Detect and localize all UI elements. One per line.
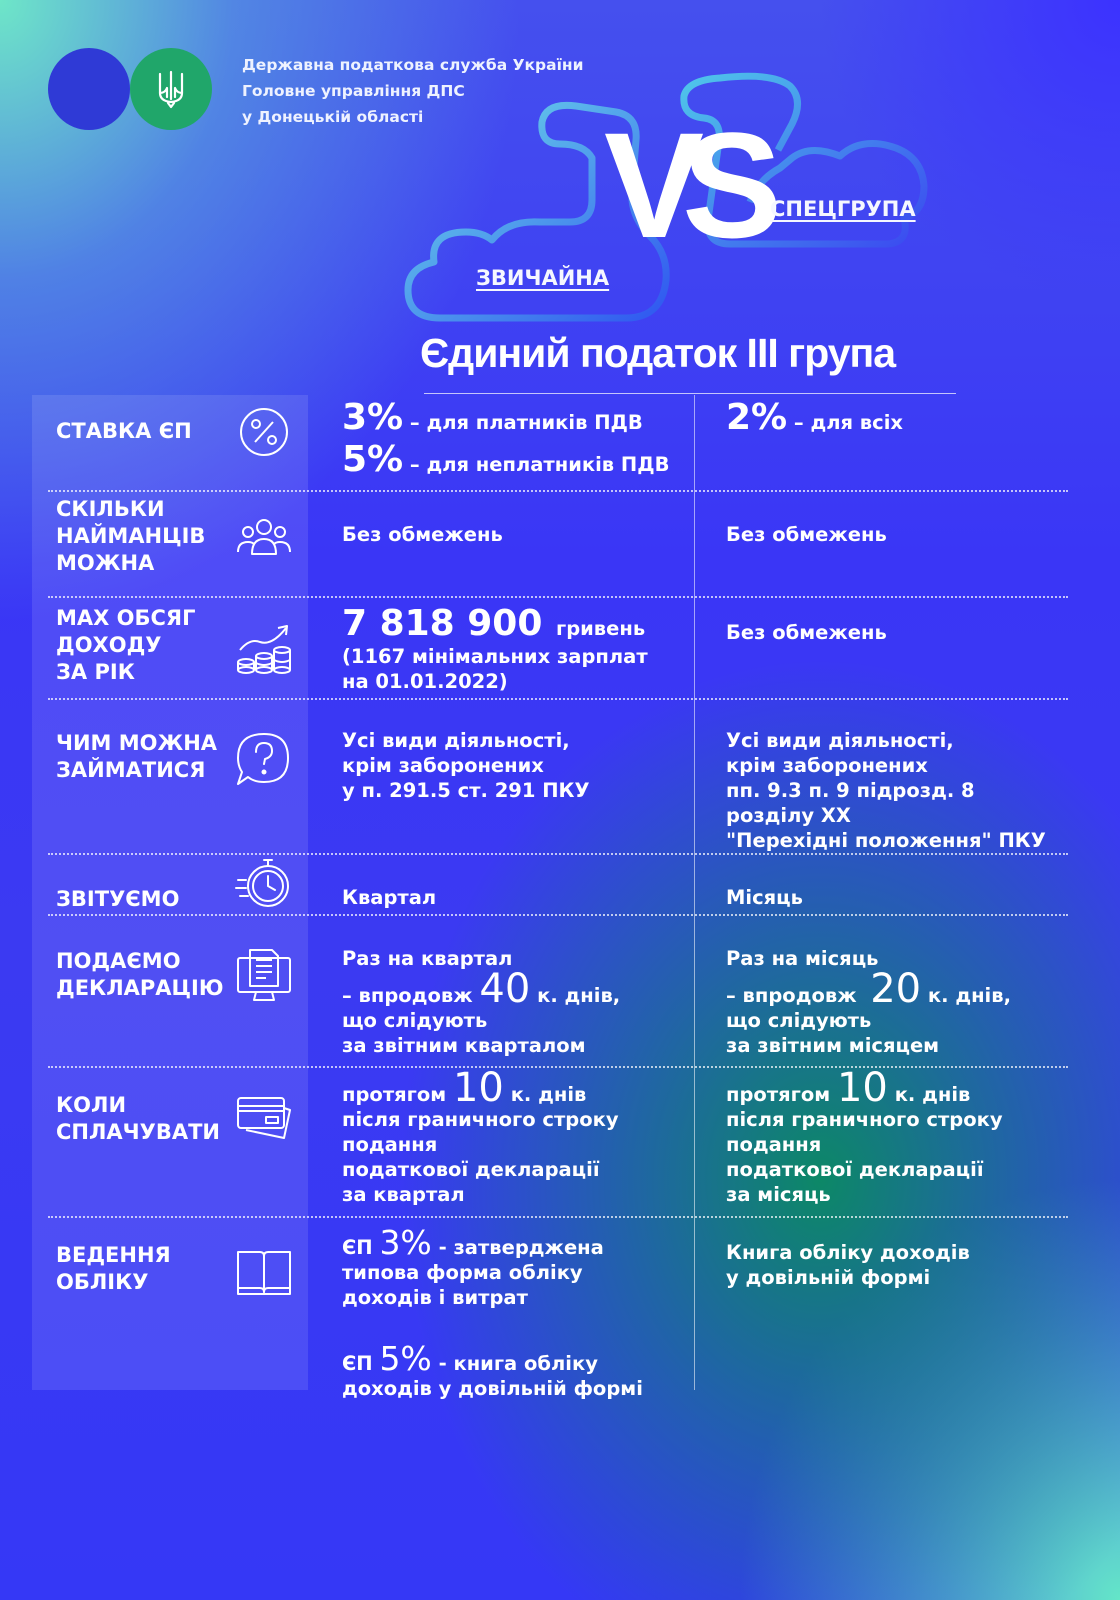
page-title: Єдиний податок ІІІ група [420, 330, 896, 376]
employees-icon [237, 519, 291, 555]
cloud-outlines-graphic [404, 72, 928, 322]
logo-green-circle [130, 48, 212, 130]
reporting-regular-cell: Квартал [342, 886, 437, 909]
logo-blue-circle [48, 48, 130, 130]
rate-special-cell: 2% – для всіх [726, 397, 903, 438]
question-bubble-icon [237, 733, 289, 785]
row-label-payment: КОЛИ СПЛАЧУВАТИ [56, 1093, 221, 1144]
row-divider [48, 914, 1068, 916]
declaration-regular-cell: Раз на квартал – впродовж 40 к. днів, що… [342, 947, 621, 1057]
computer-document-icon [237, 949, 291, 1001]
vs-heading: VS [604, 101, 782, 269]
org-line-1: Державна податкова служба України [242, 56, 584, 74]
row-label-accounting: ВЕДЕННЯ ОБЛІКУ [56, 1243, 171, 1294]
hero-vs-graphic: VS ЗВИЧАЙНА СПЕЦГРУПА [400, 40, 960, 330]
org-line-2: Головне управління ДПС [242, 82, 465, 100]
title-underline [424, 393, 956, 394]
employees-regular-cell: Без обмежень [342, 523, 503, 546]
reporting-special-cell: Місяць [726, 886, 803, 909]
row-label-max-income: MAX ОБСЯГ ДОХОДУ ЗА РІК [56, 606, 196, 684]
activities-regular-cell: Усі види діяльності, крім заборонених у … [342, 729, 590, 802]
book-icon [237, 1251, 291, 1295]
regular-group-label: ЗВИЧАЙНА [476, 266, 610, 290]
dps-logo [48, 48, 212, 130]
declaration-special-cell: Раз на місяць – впродовж 20 к. днів, що … [726, 947, 1011, 1057]
column-divider [694, 395, 695, 1390]
max-income-special-cell: Без обмежень [726, 621, 887, 644]
payment-special-cell: протягом 10 к. днів після граничного стр… [726, 1065, 1003, 1206]
activities-special-cell: Усі види діяльності, крім заборонених пп… [726, 729, 1046, 852]
row-label-activities: ЧИМ МОЖНА ЗАЙМАТИСЯ [56, 731, 218, 782]
percent-icon [240, 408, 288, 456]
org-line-3: у Донецькій області [242, 108, 424, 126]
row-divider [48, 1066, 1068, 1068]
trident-icon [158, 70, 184, 109]
row-label-declaration: ПОДАЄМО ДЕКЛАРАЦІЮ [56, 949, 224, 1000]
accounting-regular-cell: ЄП 3% - затверджена типова форма обліку … [342, 1223, 643, 1400]
income-growth-icon [237, 625, 291, 674]
row-divider [48, 698, 1068, 700]
row-divider [48, 1216, 1068, 1218]
row-divider [48, 490, 1068, 492]
max-income-regular-cell: 7 818 900 гривень (1167 мінімальних зарп… [342, 603, 648, 694]
organization-name: Державна податкова служба України Головн… [242, 52, 583, 130]
employees-special-cell: Без обмежень [726, 523, 887, 546]
special-group-label: СПЕЦГРУПА [770, 197, 916, 221]
row-label-employees: СКІЛЬКИ НАЙМАНЦІВ МОЖНА [56, 497, 206, 575]
row-label-reporting: ЗВІТУЄМО [56, 887, 180, 911]
rate-regular-cell: 3% – для платників ПДВ 5% – для неплатни… [342, 397, 670, 480]
stopwatch-icon [235, 859, 289, 907]
row-divider [48, 853, 1068, 855]
row-divider [48, 596, 1068, 598]
accounting-special-cell: Книга обліку доходів у довільній формі [726, 1241, 970, 1289]
row-labels-panel [32, 395, 308, 1390]
payment-card-icon [237, 1097, 291, 1139]
payment-regular-cell: протягом 10 к. днів після граничного стр… [342, 1065, 619, 1206]
row-label-rate: СТАВКА ЄП [56, 419, 192, 443]
